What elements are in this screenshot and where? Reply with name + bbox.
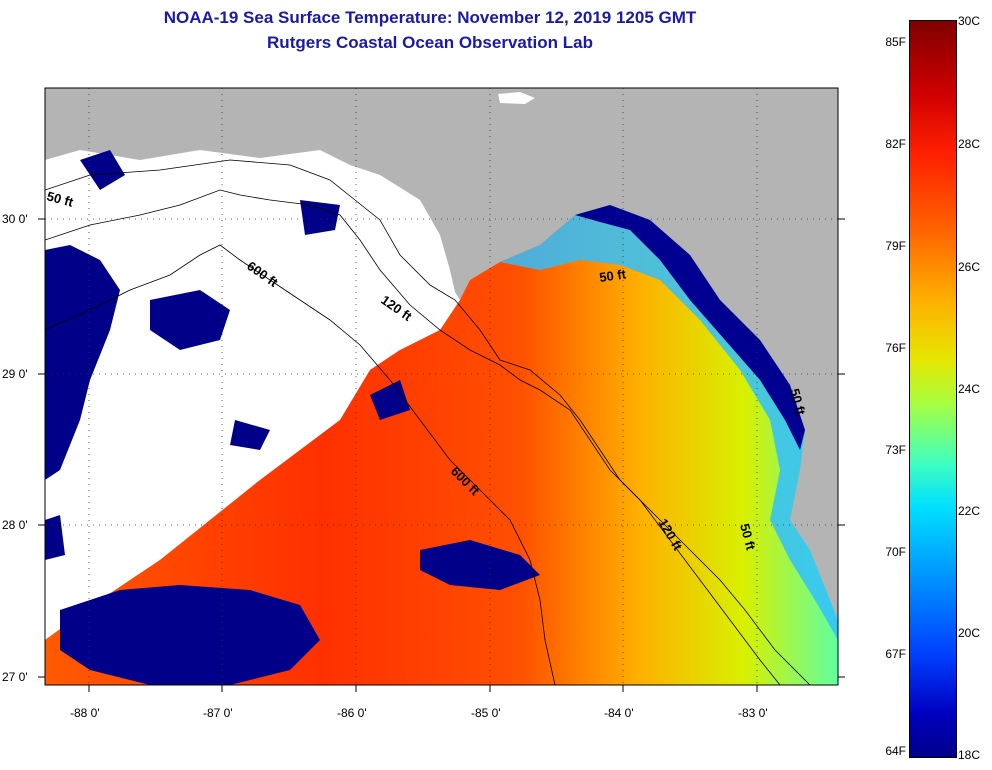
- cloud-cover: [45, 150, 460, 640]
- lat-tick-label: 27 0': [2, 670, 28, 684]
- colorbar-c-label: 18C: [958, 748, 981, 762]
- colorbar-c-label: 24C: [958, 382, 981, 396]
- coastal-cool-band: [500, 205, 838, 640]
- graticule: [45, 88, 838, 685]
- colorbar-f-label: 76F: [885, 341, 906, 355]
- lon-tick-label: -85 0': [471, 706, 501, 720]
- colorbar-f-label: 85F: [885, 35, 906, 49]
- contour-label: 50 ft: [787, 387, 809, 417]
- colorbar-f-label: 79F: [885, 239, 906, 253]
- lon-tick-label: -84 0': [604, 706, 634, 720]
- colorbar-c-label: 28C: [958, 137, 981, 151]
- map-frame: [44, 87, 839, 686]
- bathymetry-contours: [45, 159, 811, 685]
- lon-tick-label: -87 0': [203, 706, 233, 720]
- contour-label: 50 ft: [598, 266, 627, 285]
- map-subtitle: Rutgers Coastal Ocean Observation Lab: [267, 33, 593, 52]
- color-scale-bar: [909, 20, 957, 758]
- colorbar-c-label: 30C: [958, 14, 981, 28]
- colorbar-f-label: 67F: [885, 647, 906, 661]
- frame-ticks: [38, 218, 845, 692]
- contour-label: 50 ft: [737, 522, 759, 552]
- colorbar-c-label: 22C: [958, 504, 981, 518]
- colorbar-f-label: 64F: [885, 744, 906, 758]
- colorbar-c-label: 26C: [958, 260, 981, 274]
- lat-tick-label: 28 0': [2, 518, 28, 532]
- colorbar-c-label: 20C: [958, 626, 981, 640]
- sea-surface-warm: [45, 205, 838, 685]
- lon-tick-label: -83 0': [738, 706, 768, 720]
- lat-tick-label: 29 0': [2, 367, 28, 381]
- lat-tick-label: 30 0': [2, 212, 28, 226]
- colorbar-f-label: 73F: [885, 443, 906, 457]
- lon-tick-label: -88 0': [70, 706, 100, 720]
- lon-tick-label: -86 0': [337, 706, 367, 720]
- colorbar-f-label: 70F: [885, 545, 906, 559]
- map-title: NOAA-19 Sea Surface Temperature: Novembe…: [163, 8, 697, 27]
- colorbar-f-label: 82F: [885, 137, 906, 151]
- cold-patches: [45, 150, 540, 685]
- contour-label: 50 ft: [45, 188, 75, 210]
